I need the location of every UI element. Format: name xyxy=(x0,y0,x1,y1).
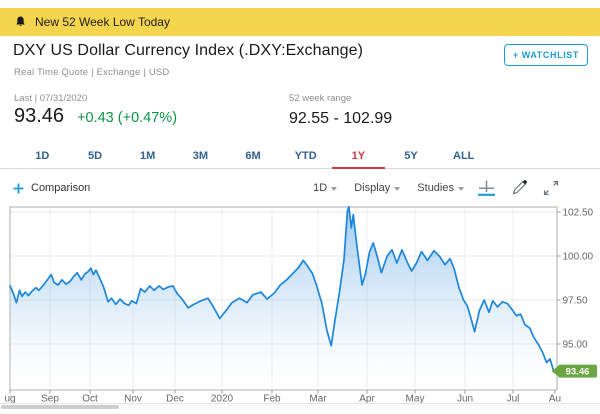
range-tab-5y[interactable]: 5Y xyxy=(404,150,418,162)
range-tab-ytd[interactable]: YTD xyxy=(294,150,317,162)
svg-text:95.00: 95.00 xyxy=(563,340,588,351)
chart-toolbar: Comparison 1D Display Studies xyxy=(13,177,560,199)
studies-dropdown[interactable]: Studies xyxy=(417,182,464,194)
svg-text:Mar: Mar xyxy=(309,394,327,405)
range-tab-5d[interactable]: 5D xyxy=(87,150,103,162)
svg-text:Dec: Dec xyxy=(166,394,184,405)
range-tab-1y[interactable]: 1Y xyxy=(332,146,385,169)
expand-icon[interactable] xyxy=(541,179,560,198)
range-tab-3m[interactable]: 3M xyxy=(192,150,208,162)
last-price: 93.46 xyxy=(14,105,65,127)
svg-text:2020: 2020 xyxy=(211,394,234,405)
page-title: DXY US Dollar Currency Index (.DXY:Excha… xyxy=(13,42,364,59)
svg-text:100.00: 100.00 xyxy=(563,252,594,263)
svg-text:Apr: Apr xyxy=(359,394,375,405)
svg-text:May: May xyxy=(406,394,425,405)
price-change: +0.43 (+0.47%) xyxy=(77,110,178,126)
display-dropdown[interactable]: Display xyxy=(354,182,401,194)
range-tab-1m[interactable]: 1M xyxy=(140,150,156,162)
svg-text:Au: Au xyxy=(549,394,561,405)
range-tab-bar: 1D 5D 1M 3M 6M YTD 1Y 5Y ALL xyxy=(16,146,490,169)
crosshair-icon[interactable] xyxy=(477,179,496,198)
draw-icon[interactable] xyxy=(509,179,528,198)
svg-text:Oct: Oct xyxy=(82,394,98,405)
horizontal-scrollbar xyxy=(0,403,600,409)
chevron-down-icon xyxy=(394,187,401,191)
1d-dropdown[interactable]: 1D xyxy=(313,182,338,194)
svg-text:102.50: 102.50 xyxy=(563,208,594,219)
52-week-range-label: 52 week range xyxy=(289,93,352,104)
svg-text:Jul: Jul xyxy=(507,394,520,405)
svg-text:Jun: Jun xyxy=(457,394,473,405)
svg-text:Feb: Feb xyxy=(263,394,281,405)
range-tab-6m[interactable]: 6M xyxy=(245,150,261,162)
chevron-down-icon xyxy=(331,187,338,191)
svg-text:Nov: Nov xyxy=(124,394,142,405)
bell-icon xyxy=(14,15,27,29)
tabs-divider xyxy=(0,168,600,169)
range-tab-1d[interactable]: 1D xyxy=(35,150,50,162)
plus-icon xyxy=(13,182,24,194)
add-comparison-button[interactable]: Comparison xyxy=(13,182,90,194)
studies-dropdown-label: Studies xyxy=(417,182,454,194)
quote-type-label: Real Time Quote | Exchange | USD xyxy=(14,67,170,78)
add-to-watchlist-button[interactable]: + WATCHLIST xyxy=(503,44,588,66)
chevron-down-icon xyxy=(458,187,464,191)
svg-text:93.46: 93.46 xyxy=(566,367,590,378)
last-date-label: Last | 07/31/2020 xyxy=(14,93,88,104)
range-tab-all[interactable]: ALL xyxy=(453,150,475,162)
alert-banner: New 52 Week Low Today xyxy=(0,8,600,36)
1d-dropdown-label: 1D xyxy=(313,182,328,194)
svg-text:97.50: 97.50 xyxy=(563,296,588,307)
price-chart[interactable]: ug Sep Oct Nov Dec 2020 Feb Mar Apr May Jun Jul Au 10… xyxy=(0,200,600,409)
horizontal-scrollbar-thumb[interactable] xyxy=(1,405,119,409)
svg-text:Sep: Sep xyxy=(41,394,59,405)
comparison-label: Comparison xyxy=(31,182,91,194)
display-dropdown-label: Display xyxy=(354,182,391,194)
alert-banner-text: New 52 Week Low Today xyxy=(35,15,170,29)
price-row: 93.46 +0.43 (+0.47%) xyxy=(14,105,177,128)
svg-text:ug: ug xyxy=(4,394,15,405)
52-week-range-value: 92.55 - 102.99 xyxy=(289,110,393,127)
